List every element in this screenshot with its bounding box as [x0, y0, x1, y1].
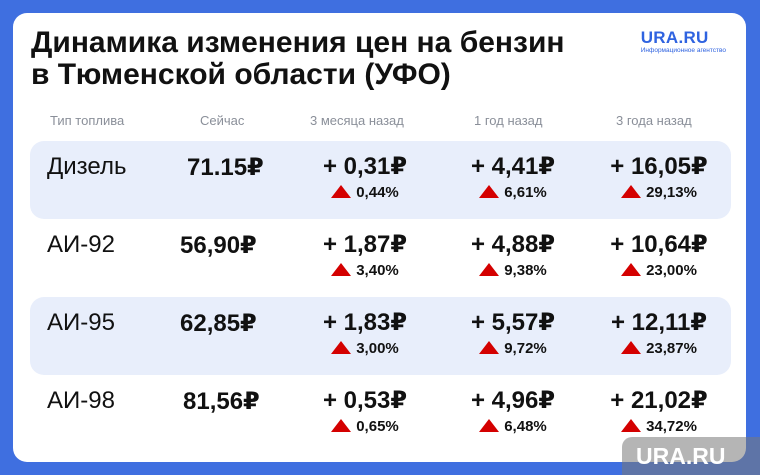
current-price: 81,56₽: [183, 388, 260, 415]
current-price: 71.15₽: [187, 154, 264, 181]
triangle-up-icon: [621, 185, 642, 198]
delta-percent: 34,72%: [646, 418, 697, 435]
header-3-years: 3 года назад: [616, 113, 692, 128]
delta-value: + 1,87₽: [322, 231, 408, 258]
delta-percent: 3,40%: [356, 262, 399, 279]
delta-percent: 9,38%: [504, 262, 547, 279]
delta-value: + 10,64₽: [610, 231, 708, 258]
delta-percent: 0,65%: [356, 418, 399, 435]
delta-percent: 29,13%: [646, 184, 697, 201]
delta-percent: 23,00%: [646, 262, 697, 279]
delta-percent: 23,87%: [646, 340, 697, 357]
change-1-year: + 4,96₽ 6,48%: [438, 387, 588, 437]
triangle-up-icon: [479, 263, 500, 276]
delta-percent: 0,44%: [356, 184, 399, 201]
triangle-up-icon: [479, 419, 500, 432]
delta-value: + 21,02₽: [610, 387, 708, 414]
delta-value: + 4,88₽: [470, 231, 556, 258]
fuel-type: АИ-92: [47, 231, 115, 258]
triangle-up-icon: [479, 341, 500, 354]
brand-subtitle: Информационное агентство: [640, 47, 726, 54]
triangle-up-icon: [331, 341, 352, 354]
fuel-type: АИ-98: [47, 387, 115, 414]
delta-value: + 12,11₽: [610, 309, 708, 336]
triangle-up-icon: [331, 419, 352, 432]
triangle-up-icon: [479, 185, 500, 198]
delta-percent: 6,61%: [504, 184, 547, 201]
brand-logo: URA.RU Информационное агентство: [641, 29, 726, 55]
delta-value: + 4,41₽: [470, 153, 556, 180]
change-1-year: + 4,41₽ 6,61%: [438, 153, 588, 203]
change-3-years: + 21,02₽ 34,72%: [584, 387, 734, 437]
page-title: Динамика изменения цен на бензин в Тюмен…: [31, 27, 565, 91]
triangle-up-icon: [621, 263, 642, 276]
change-1-year: + 5,57₽ 9,72%: [438, 309, 588, 359]
current-price: 62,85₽: [180, 310, 257, 337]
fuel-type: АИ-95: [47, 309, 115, 336]
triangle-up-icon: [621, 341, 642, 354]
change-3-months: + 1,83₽ 3,00%: [290, 309, 440, 359]
brand-name: URA.RU: [640, 28, 709, 47]
header-now: Сейчас: [200, 113, 245, 128]
change-3-months: + 0,53₽ 0,65%: [290, 387, 440, 437]
triangle-up-icon: [331, 263, 352, 276]
change-3-years: + 12,11₽ 23,87%: [584, 309, 734, 359]
header-fuel-type: Тип топлива: [50, 113, 125, 128]
watermark-text: URA.RU: [636, 443, 726, 469]
delta-value: + 5,57₽: [470, 309, 556, 336]
fuel-type: Дизель: [47, 153, 127, 180]
triangle-up-icon: [621, 419, 642, 432]
delta-value: + 0,53₽: [322, 387, 408, 414]
header-1-year: 1 год назад: [474, 113, 543, 128]
table-header: Тип топлива Сейчас 3 месяца назад 1 год …: [13, 113, 746, 128]
delta-value: + 16,05₽: [610, 153, 708, 180]
change-3-months: + 0,31₽ 0,44%: [290, 153, 440, 203]
infographic-card: Динамика изменения цен на бензин в Тюмен…: [13, 13, 746, 462]
delta-percent: 9,72%: [504, 340, 547, 357]
change-3-years: + 10,64₽ 23,00%: [584, 231, 734, 281]
title-line-2: в Тюменской области (УФО): [31, 58, 451, 91]
delta-value: + 4,96₽: [470, 387, 556, 414]
change-3-years: + 16,05₽ 29,13%: [584, 153, 734, 203]
watermark: URA.RU: [622, 437, 760, 475]
delta-value: + 0,31₽: [322, 153, 408, 180]
current-price: 56,90₽: [180, 232, 257, 259]
change-1-year: + 4,88₽ 9,38%: [438, 231, 588, 281]
table-row: АИ-92 56,90₽ + 1,87₽ 3,40% + 4,88₽ 9,38%…: [30, 219, 731, 297]
delta-percent: 3,00%: [356, 340, 399, 357]
triangle-up-icon: [331, 185, 352, 198]
delta-value: + 1,83₽: [322, 309, 408, 336]
change-3-months: + 1,87₽ 3,40%: [290, 231, 440, 281]
table-row: АИ-95 62,85₽ + 1,83₽ 3,00% + 5,57₽ 9,72%…: [30, 297, 731, 375]
header-3-months: 3 месяца назад: [310, 113, 404, 128]
delta-percent: 6,48%: [504, 418, 547, 435]
table-row: АИ-98 81,56₽ + 0,53₽ 0,65% + 4,96₽ 6,48%…: [30, 375, 731, 453]
table-row: Дизель 71.15₽ + 0,31₽ 0,44% + 4,41₽ 6,61…: [30, 141, 731, 219]
title-line-1: Динамика изменения цен на бензин: [31, 26, 565, 59]
